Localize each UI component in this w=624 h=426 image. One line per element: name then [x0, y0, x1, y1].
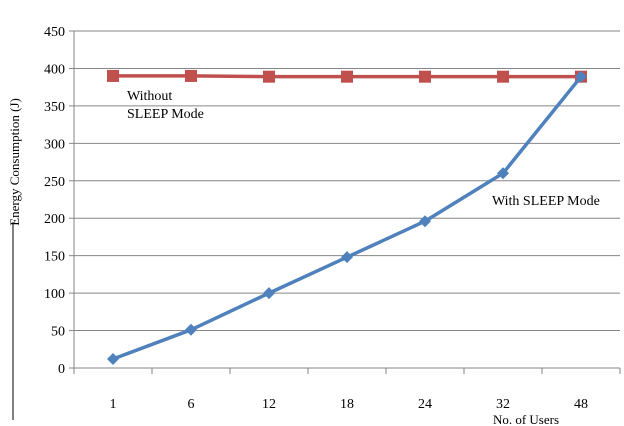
point-without-sleep-mode-6 — [185, 69, 197, 82]
y-tick-label-450: 450 — [44, 25, 65, 40]
x-tick-label-18: 18 — [340, 397, 354, 412]
point-with-sleep-mode-6 — [185, 323, 197, 336]
point-without-sleep-mode-24 — [419, 70, 431, 83]
y-tick-label-300: 300 — [44, 137, 65, 152]
point-with-sleep-mode-12 — [263, 287, 275, 300]
x-axis-title: No. of Users — [493, 412, 559, 426]
y-tick-label-350: 350 — [44, 100, 65, 115]
y-tick-label-250: 250 — [44, 175, 65, 190]
annotation-with-sleep: With SLEEP Mode — [492, 194, 600, 209]
series-group — [107, 69, 587, 366]
point-with-sleep-mode-18 — [341, 251, 353, 264]
point-with-sleep-mode-32 — [497, 167, 509, 180]
point-without-sleep-mode-18 — [341, 70, 353, 83]
y-tick-label-100: 100 — [44, 287, 65, 302]
point-with-sleep-mode-48 — [575, 70, 587, 83]
y-tick-label-0: 0 — [58, 362, 65, 377]
axes — [12, 31, 620, 420]
point-without-sleep-mode-12 — [263, 70, 275, 83]
x-tick-label-1: 1 — [110, 397, 117, 412]
point-without-sleep-mode-1 — [107, 69, 119, 82]
point-with-sleep-mode-24 — [419, 215, 431, 228]
point-with-sleep-mode-1 — [107, 353, 119, 366]
x-tick-label-24: 24 — [418, 397, 432, 412]
y-tick-label-200: 200 — [44, 212, 65, 227]
x-tick-label-48: 48 — [574, 397, 588, 412]
y-tick-label-400: 400 — [44, 62, 65, 77]
y-tick-label-150: 150 — [44, 250, 65, 265]
x-tick-label-32: 32 — [496, 397, 510, 412]
y-tick-labels: 0 50 100 150 200 250 300 350 400 450 — [44, 25, 65, 377]
annotation-without-sleep-line2: SLEEP Mode — [127, 107, 204, 122]
point-without-sleep-mode-32 — [497, 70, 509, 83]
x-tick-labels: 1 6 12 18 24 32 48 — [110, 397, 589, 412]
annotation-without-sleep-line1: Without — [127, 89, 172, 104]
y-tick-label-50: 50 — [51, 325, 65, 340]
x-tick-label-12: 12 — [262, 397, 276, 412]
y-axis-title: Energy Consumption (J) — [7, 98, 22, 226]
x-tick-label-6: 6 — [188, 397, 195, 412]
